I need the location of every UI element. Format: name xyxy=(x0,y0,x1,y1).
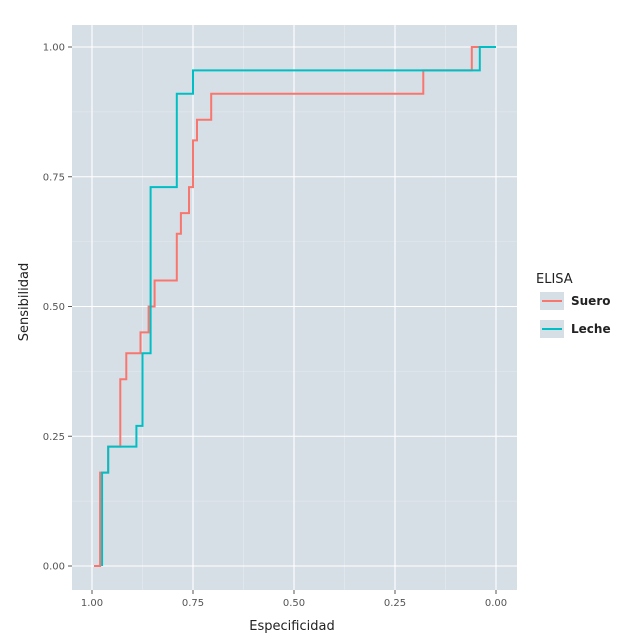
x-tick-label: 0.00 xyxy=(485,598,507,609)
x-axis-title: Especificidad xyxy=(249,619,334,634)
x-tick-label: 0.75 xyxy=(182,598,204,609)
major-grid xyxy=(72,25,517,590)
y-tick-label: 0.25 xyxy=(43,432,65,443)
legend-title: ELISA xyxy=(536,272,573,287)
series-line-suero xyxy=(94,46,496,567)
x-tick-label: 0.50 xyxy=(283,598,305,609)
y-axis-title: Sensibilidad xyxy=(17,263,32,341)
x-tick-label: 0.25 xyxy=(384,598,406,609)
legend-label-leche: Leche xyxy=(571,322,611,336)
legend: ELISA Suero Leche xyxy=(536,272,611,338)
y-tick-label: 0.00 xyxy=(43,562,65,573)
y-axis-ticks: 0.00 0.25 0.50 0.75 1.00 xyxy=(43,43,72,573)
x-tick-label: 1.00 xyxy=(81,598,103,609)
x-axis-ticks: 1.00 0.75 0.50 0.25 0.00 xyxy=(81,590,507,609)
y-tick-label: 1.00 xyxy=(43,43,65,54)
y-tick-label: 0.50 xyxy=(43,302,65,313)
series-layer xyxy=(94,46,496,567)
y-tick-label: 0.75 xyxy=(43,172,65,183)
series-line-leche xyxy=(101,46,496,566)
legend-label-suero: Suero xyxy=(571,294,611,308)
